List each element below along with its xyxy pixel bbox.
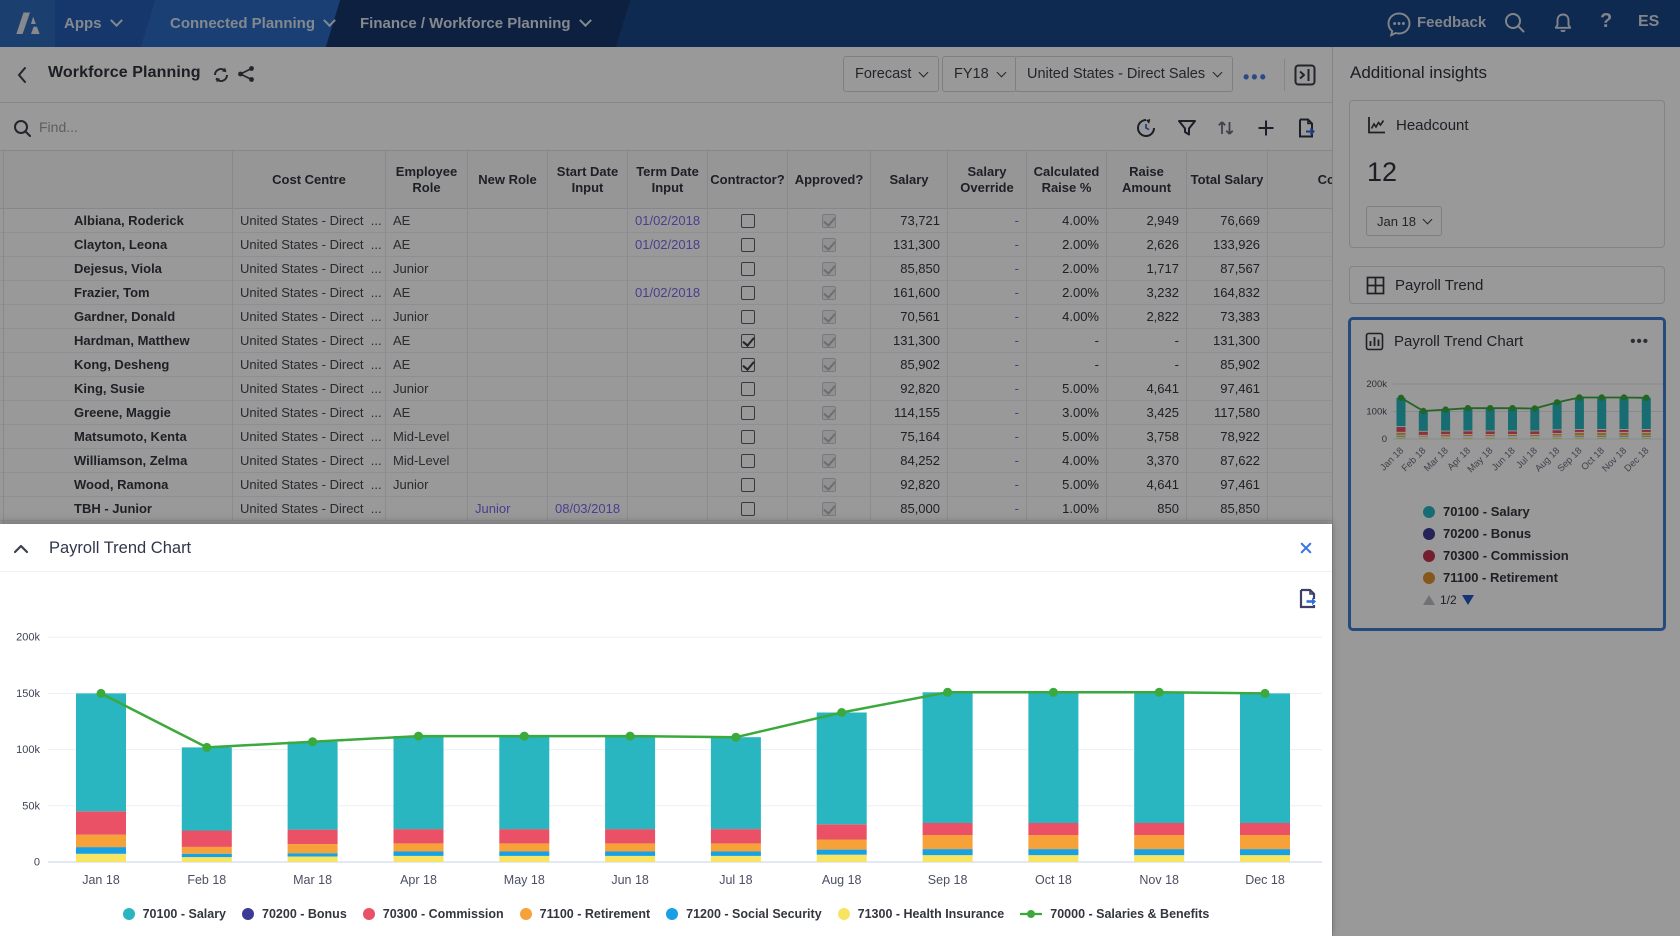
svg-text:Mar 18: Mar 18	[293, 873, 332, 887]
svg-text:150k: 150k	[16, 688, 40, 700]
svg-text:100k: 100k	[16, 744, 40, 756]
svg-text:Nov 18: Nov 18	[1139, 873, 1179, 887]
svg-text:Oct 18: Oct 18	[1035, 873, 1072, 887]
svg-text:Jul 18: Jul 18	[719, 873, 752, 887]
svg-text:0: 0	[1382, 434, 1387, 445]
svg-text:50k: 50k	[22, 800, 40, 812]
svg-text:Apr 18: Apr 18	[400, 873, 437, 887]
svg-text:Jan 18: Jan 18	[82, 873, 120, 887]
svg-text:Aug 18: Aug 18	[822, 873, 862, 887]
svg-text:0: 0	[34, 857, 40, 869]
svg-text:Feb 18: Feb 18	[187, 873, 226, 887]
svg-text:Jun 18: Jun 18	[611, 873, 649, 887]
svg-text:May 18: May 18	[504, 873, 545, 887]
svg-text:Sep 18: Sep 18	[928, 873, 968, 887]
svg-text:200k: 200k	[1366, 379, 1387, 390]
svg-text:200k: 200k	[16, 632, 40, 644]
svg-text:Dec 18: Dec 18	[1245, 873, 1285, 887]
svg-text:100k: 100k	[1366, 407, 1387, 418]
